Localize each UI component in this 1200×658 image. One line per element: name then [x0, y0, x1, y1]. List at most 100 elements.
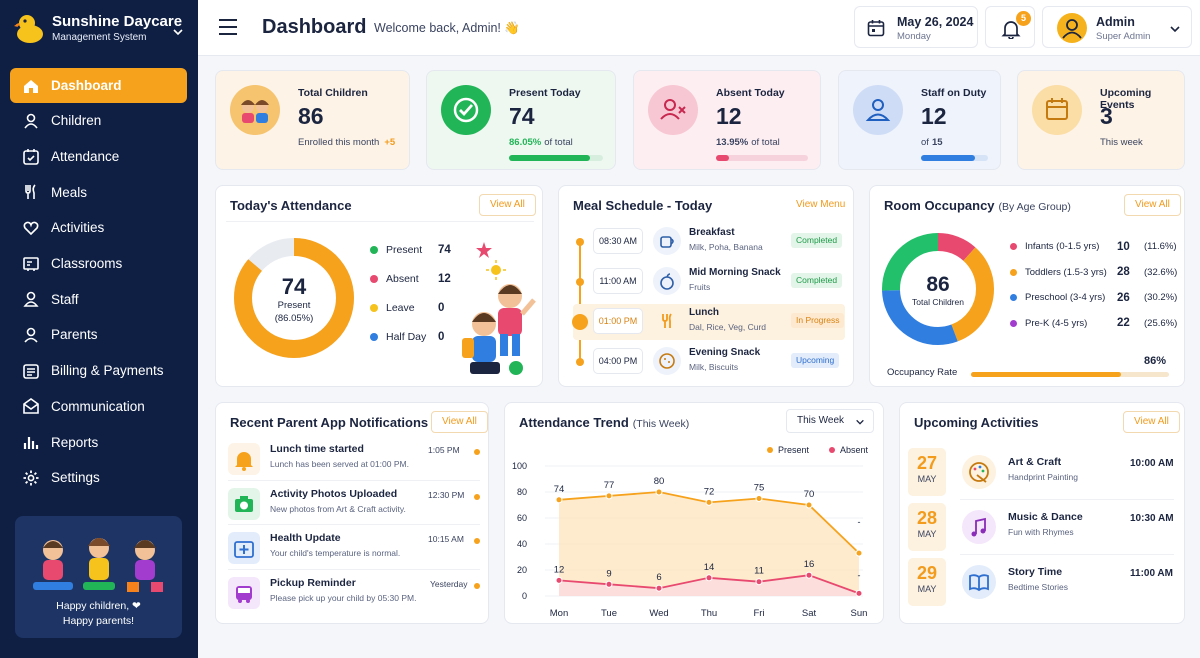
activity-item[interactable]: 28 MAY Music & Dance Fun with Rhymes 10:30 A…	[908, 499, 1174, 553]
meal-item[interactable]: 08:30 AM Breakfast Milk, Poha, Banana Compl…	[573, 224, 845, 260]
sidebar-item-settings[interactable]: Settings	[10, 460, 187, 496]
calendar-icon	[1046, 98, 1068, 120]
notifications-button[interactable]: 5	[985, 6, 1035, 48]
attendance-view-all-button[interactable]: View All	[479, 194, 536, 216]
stat-card-present-today[interactable]: Present Today 74 86.05% of total	[426, 70, 616, 170]
y-tick-label: 60	[517, 513, 527, 523]
data-label: 14	[704, 562, 715, 573]
notifications-view-all-button[interactable]: View All	[431, 411, 488, 433]
legend-value: 74	[438, 244, 451, 256]
stat-card-absent-today[interactable]: Absent Today 12 13.95% of total	[633, 70, 821, 170]
trend-filter-select[interactable]: This Week	[786, 409, 874, 433]
promo-line-1: Happy children, ❤	[56, 600, 141, 612]
rooms-view-all-button[interactable]: View All	[1124, 194, 1181, 216]
top-bar: Dashboard Welcome back, Admin! 👋 May 26,…	[198, 0, 1200, 56]
room-legend-item: Toddlers (1.5-3 yrs) 28 (32.6%)	[1010, 266, 1177, 278]
sidebar-item-label: Children	[51, 113, 102, 129]
stat-value: 74	[509, 103, 535, 129]
billing-icon	[23, 363, 39, 379]
y-tick-label: 20	[517, 565, 527, 575]
notification-item[interactable]: Lunch time started Lunch has been served …	[228, 441, 480, 481]
data-point	[605, 492, 613, 500]
sidebar-item-communication[interactable]: Communication	[10, 389, 187, 425]
meal-item[interactable]: 04:00 PM Evening Snack Milk, Biscuits Upcom…	[573, 344, 845, 380]
meal-item[interactable]: 01:00 PM Lunch Dal, Rice, Veg, Curd In Prog…	[572, 304, 845, 340]
meal-item[interactable]: 11:00 AM Mid Morning Snack Fruits Completed	[573, 264, 845, 300]
chevron-down-icon[interactable]	[172, 26, 184, 38]
notification-item[interactable]: Pickup Reminder Please pick up your child…	[228, 568, 480, 615]
activity-name: Story Time	[1008, 566, 1063, 578]
stat-card-total-children[interactable]: Total Children 86 Enrolled this month +5	[215, 70, 410, 170]
sidebar-item-staff[interactable]: Staff	[10, 281, 187, 317]
attendance-trend-card: Attendance Trend (This Week) This Week Pr…	[504, 402, 884, 624]
sidebar-item-dashboard[interactable]: Dashboard	[10, 68, 187, 103]
sidebar-item-children[interactable]: Children	[10, 103, 187, 139]
sidebar-item-reports[interactable]: Reports	[10, 424, 187, 460]
trend-legend-present: Present	[767, 445, 809, 455]
meal-time: 08:30 AM	[593, 228, 643, 254]
attendance-center-label: Present	[277, 300, 311, 311]
sidebar-item-meals[interactable]: Meals	[10, 174, 187, 210]
stat-progress-track	[921, 155, 988, 161]
activity-item[interactable]: 29 MAY Story Time Bedtime Stories 11:00 AM	[908, 554, 1174, 608]
y-tick-label: 80	[517, 487, 527, 497]
sidebar-item-activities[interactable]: Activities	[10, 210, 187, 246]
music-note-icon	[971, 517, 986, 537]
brand[interactable]: Sunshine Daycare Management System	[14, 12, 182, 44]
staff-icon	[23, 291, 39, 308]
sidebar-item-parents[interactable]: Parents	[10, 317, 187, 353]
stat-value: 12	[921, 103, 947, 129]
classroom-icon	[23, 256, 39, 271]
view-menu-link[interactable]: View Menu	[796, 199, 846, 210]
notification-time: 10:15 AM	[428, 534, 464, 544]
legend-value: 12	[438, 273, 451, 285]
user-menu[interactable]: Admin Super Admin	[1042, 6, 1192, 48]
stat-card-upcoming-events[interactable]: Upcoming Events 3 This week	[1017, 70, 1185, 170]
attendance-card: Today's Attendance View All 74 Present (…	[215, 185, 543, 387]
stat-progress-track	[716, 155, 808, 161]
legend-value: 22	[1117, 317, 1130, 329]
occupancy-rate-label: Occupancy Rate	[887, 367, 958, 378]
stat-delta: +5	[384, 137, 396, 148]
activity-name: Art & Craft	[1008, 456, 1062, 468]
notification-item[interactable]: Health Update Your child's temperature is…	[228, 524, 480, 570]
stat-note: of 15	[921, 137, 943, 148]
activity-day: 29	[916, 563, 938, 583]
sidebar-item-label: Dashboard	[51, 78, 122, 93]
activity-date-box: 28 MAY	[908, 503, 946, 551]
meal-desc: Milk, Poha, Banana	[689, 242, 763, 252]
sidebar-item-attendance[interactable]: Attendance	[10, 139, 187, 175]
staff-icon	[865, 99, 891, 121]
legend-label: Leave	[386, 302, 415, 314]
home-icon	[24, 79, 38, 93]
notification-desc: New photos from Art & Craft activity.	[270, 503, 406, 514]
legend-dot	[1010, 243, 1017, 250]
stat-card-staff-on-duty[interactable]: Staff on Duty 12 of 15	[838, 70, 1001, 170]
meal-schedule-title: Meal Schedule - Today	[573, 198, 713, 213]
bell-icon	[1001, 21, 1021, 39]
hamburger-menu-icon[interactable]	[218, 18, 238, 36]
meal-desc: Dal, Rice, Veg, Curd	[689, 322, 767, 332]
attendance-center-value: 74	[281, 274, 307, 299]
parents-icon	[24, 327, 38, 343]
meal-icon-circle	[653, 267, 681, 295]
sidebar-item-classrooms[interactable]: Classrooms	[10, 246, 187, 282]
reports-icon	[23, 437, 39, 450]
data-point	[855, 589, 863, 597]
sidebar-item-billing-payments[interactable]: Billing & Payments	[10, 353, 187, 389]
notification-desc: Lunch has been served at 01:00 PM.	[270, 459, 409, 469]
sidebar-item-label: Attendance	[51, 149, 120, 165]
user-avatar-icon	[1062, 19, 1082, 39]
data-point	[555, 496, 563, 504]
activity-item[interactable]: 27 MAY Art & Craft Handprint Painting 10:00 …	[908, 448, 1174, 498]
activities-view-all-button[interactable]: View All	[1123, 411, 1180, 433]
notification-item[interactable]: Activity Photos Uploaded New photos from …	[228, 479, 480, 526]
legend-value: 0	[438, 302, 445, 314]
page-title: Dashboard	[262, 16, 367, 38]
date-display[interactable]: May 26, 2024 Monday	[854, 6, 978, 48]
x-tick-label: Thu	[701, 608, 717, 619]
legend-absent-label: Absent	[840, 445, 869, 455]
check-circle-icon	[453, 97, 479, 123]
divider	[228, 568, 480, 570]
data-point	[755, 495, 763, 502]
